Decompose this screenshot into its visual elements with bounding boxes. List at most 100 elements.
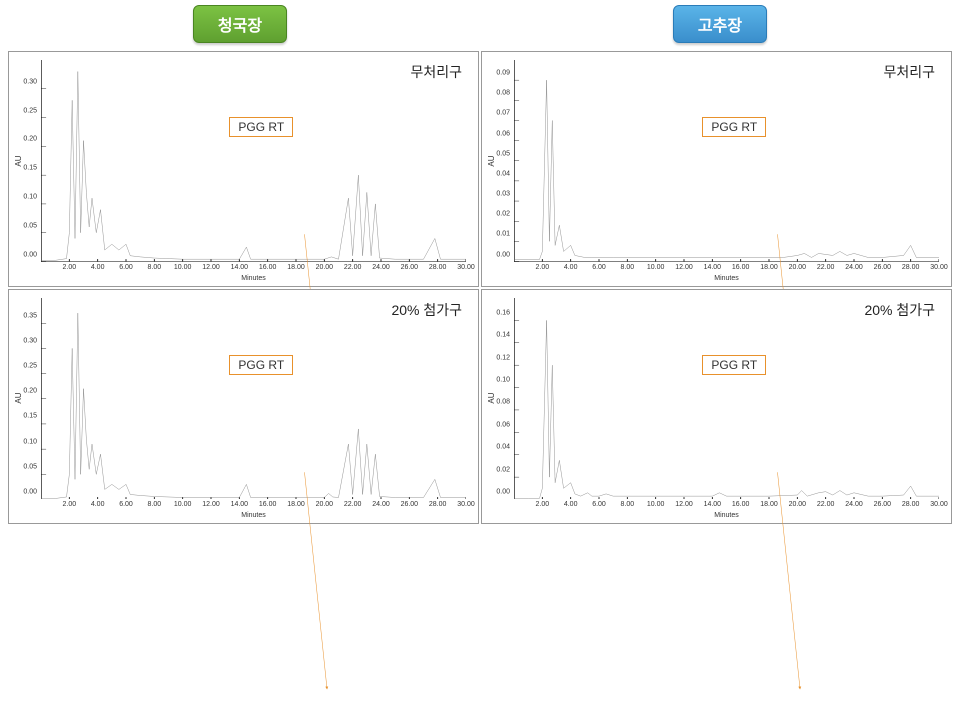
y-tick: 0.05 (496, 150, 510, 157)
x-tick: 24.00 (845, 264, 863, 271)
x-tick: 30.00 (930, 501, 948, 508)
x-axis-label: Minutes (714, 275, 739, 282)
y-tick: 0.02 (496, 466, 510, 473)
x-tick: 12.00 (202, 264, 220, 271)
panel-title: 20% 첨가구 (391, 300, 462, 320)
x-tick: 28.00 (429, 501, 447, 508)
x-tick: 14.00 (704, 501, 722, 508)
y-tick: 0.14 (496, 332, 510, 339)
x-axis: 2.00 4.00 6.00 8.00 10.00 12.00 14.00 16.00 18.0… (514, 264, 939, 280)
x-tick: 4.00 (91, 501, 105, 508)
y-tick: 0.12 (496, 354, 510, 361)
x-tick: 26.00 (874, 501, 892, 508)
y-tick: 0.05 (23, 222, 37, 229)
x-axis: 2.004.006.008.0010.0012.0014.0016.0018.0… (41, 501, 466, 517)
x-tick: 24.00 (372, 501, 390, 508)
x-tick: 10.00 (174, 264, 192, 271)
y-tick: 0.15 (23, 413, 37, 420)
y-tick: 0.07 (496, 110, 510, 117)
x-tick: 28.00 (429, 264, 447, 271)
x-tick: 12.00 (675, 501, 693, 508)
y-axis: 0.000.050.100.150.200.250.30AU (9, 60, 39, 262)
x-axis: 2.004.006.008.0010.0012.0014.0016.0018.0… (514, 501, 939, 517)
x-tick: 10.00 (647, 501, 665, 508)
x-tick: 6.00 (592, 501, 606, 508)
x-tick: 2.00 (536, 264, 550, 271)
y-tick: 0.03 (496, 191, 510, 198)
x-tick: 4.00 (564, 264, 578, 271)
x-tick: 20.00 (316, 264, 334, 271)
y-tick: 0.00 (496, 489, 510, 496)
x-tick: 28.00 (902, 264, 920, 271)
y-tick: 0.35 (23, 312, 37, 319)
y-tick: 0.10 (23, 438, 37, 445)
x-tick: 2.00 (536, 501, 550, 508)
y-tick: 0.30 (23, 337, 37, 344)
x-tick: 6.00 (119, 501, 133, 508)
y-tick: 0.06 (496, 130, 510, 137)
y-tick: 0.00 (23, 251, 37, 258)
x-tick: 10.00 (647, 264, 665, 271)
pgg-rt-callout: PGG RT (702, 355, 766, 375)
x-tick: 22.00 (817, 264, 835, 271)
y-tick: 0.06 (496, 421, 510, 428)
x-tick: 8.00 (621, 264, 635, 271)
y-tick: 0.02 (496, 211, 510, 218)
y-axis-label: AU (14, 155, 23, 166)
x-tick: 20.00 (789, 264, 807, 271)
y-tick: 0.20 (23, 388, 37, 395)
y-axis-label: AU (487, 393, 496, 404)
x-tick: 30.00 (930, 264, 948, 271)
x-tick: 24.00 (372, 264, 390, 271)
chromatogram-panel-tl: 0.000.050.100.150.200.250.30AU2.004.006.… (8, 51, 479, 287)
plot-area (41, 298, 466, 500)
chromatogram-panel-bl: 0.000.050.100.150.200.250.300.35AU2.004.… (8, 289, 479, 525)
y-axis-label: AU (14, 393, 23, 404)
y-axis: 0.00 0.02 0.04 0.06 0.08 0.10 0.12 0.14 0.16 AU (482, 298, 512, 500)
x-tick: 24.00 (845, 501, 863, 508)
y-tick: 0.10 (496, 377, 510, 384)
y-tick: 0.25 (23, 363, 37, 370)
x-tick: 26.00 (401, 501, 419, 508)
y-tick: 0.08 (496, 90, 510, 97)
x-tick: 14.00 (231, 264, 249, 271)
x-tick: 14.00 (704, 264, 722, 271)
x-tick: 30.00 (457, 501, 475, 508)
chromatogram-panel-br: 0.00 0.02 0.04 0.06 0.08 0.10 0.12 0.14 0.16 AU 2.… (481, 289, 952, 525)
x-tick: 22.00 (817, 501, 835, 508)
y-tick: 0.08 (496, 399, 510, 406)
x-tick: 22.00 (344, 501, 362, 508)
header-badge-right: 고추장 (673, 5, 767, 43)
x-tick: 14.00 (231, 501, 249, 508)
x-tick: 18.00 (287, 264, 305, 271)
x-tick: 2.00 (63, 264, 77, 271)
x-tick: 4.00 (91, 264, 105, 271)
x-tick: 16.00 (732, 264, 750, 271)
x-tick: 18.00 (287, 501, 305, 508)
x-tick: 16.00 (259, 501, 277, 508)
x-tick: 30.00 (457, 264, 475, 271)
chart-grid: 0.00 0.05 0.10 0.15 0.20 0.25 0.30 AU 2.00 4.00 6.… (0, 51, 960, 532)
x-tick: 4.00 (564, 501, 578, 508)
panel-title: 무처리구 (410, 62, 462, 82)
x-tick: 22.00 (344, 264, 362, 271)
x-tick: 18.00 (760, 501, 778, 508)
panel-title: 무처리구 (883, 62, 935, 82)
x-tick: 26.00 (401, 264, 419, 271)
x-tick: 6.00 (592, 264, 606, 271)
y-tick: 0.16 (496, 309, 510, 316)
x-axis-label: Minutes (714, 512, 739, 519)
y-tick: 0.04 (496, 444, 510, 451)
x-tick: 10.00 (174, 501, 192, 508)
x-tick: 26.00 (874, 264, 892, 271)
x-tick: 18.00 (760, 264, 778, 271)
x-tick: 20.00 (789, 501, 807, 508)
y-tick: 0.00 (23, 489, 37, 496)
x-axis: 2.004.006.008.0010.0012.0014.0016.0018.0… (41, 264, 466, 280)
y-tick: 0.15 (23, 165, 37, 172)
y-tick: 0.05 (23, 463, 37, 470)
y-tick: 0.04 (496, 170, 510, 177)
x-tick: 12.00 (675, 264, 693, 271)
plot-area (41, 60, 466, 262)
x-tick: 16.00 (259, 264, 277, 271)
